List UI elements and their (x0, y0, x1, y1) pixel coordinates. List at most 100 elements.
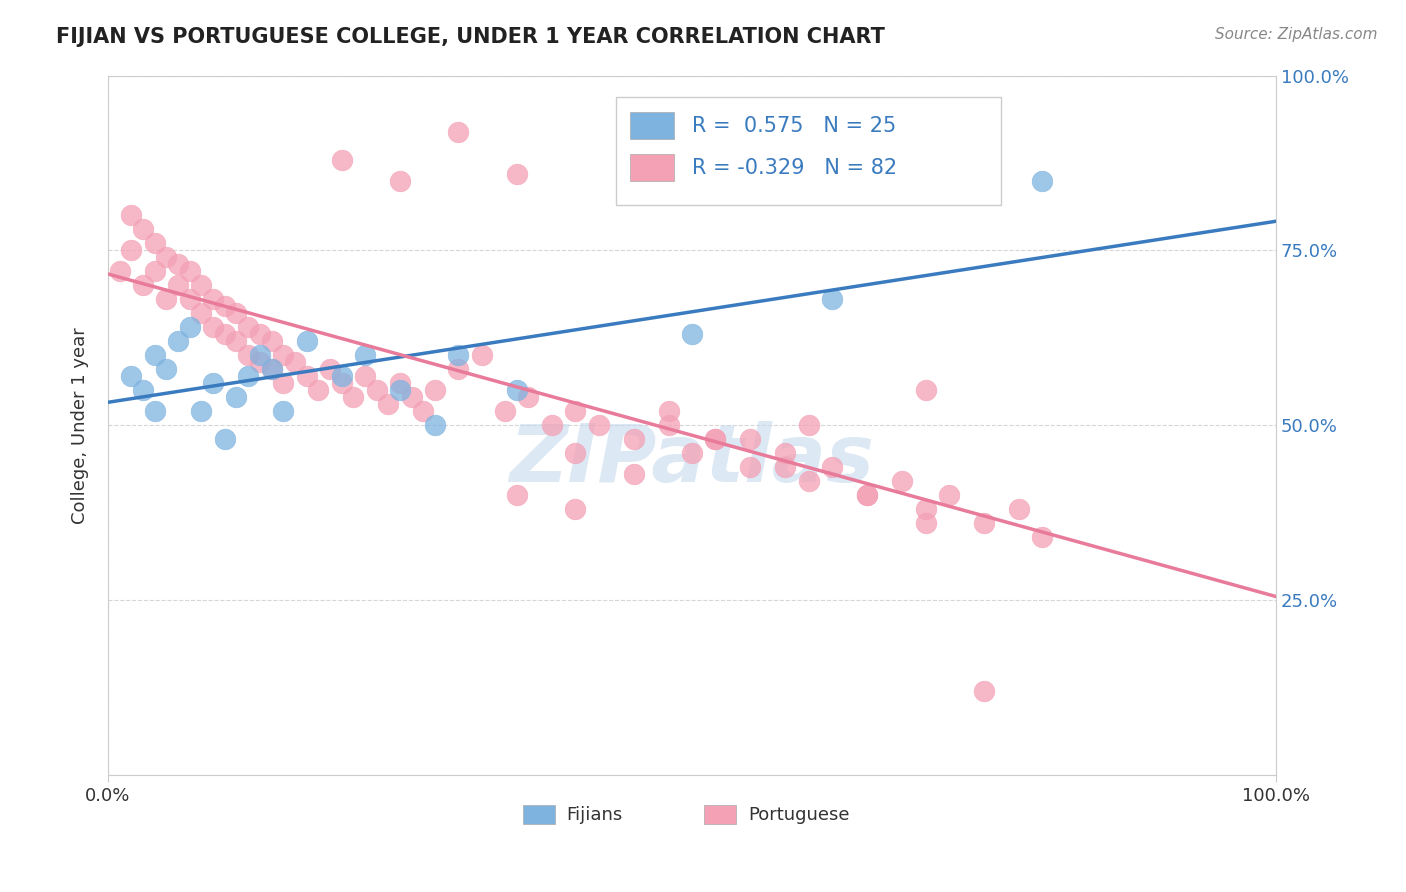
Point (423, 384, 446, 398)
Point (295, 334, 318, 349)
FancyBboxPatch shape (630, 154, 675, 180)
Point (260, 362, 283, 376)
Point (260, 334, 283, 349)
Point (132, 278, 155, 293)
Point (588, 418, 610, 433)
Point (704, 433, 727, 447)
Point (797, 418, 820, 433)
Text: R = -0.329   N = 82: R = -0.329 N = 82 (692, 158, 897, 178)
Point (366, 384, 388, 398)
Point (271, 376, 294, 391)
Point (401, 391, 423, 405)
Point (1008, 502, 1031, 516)
Point (260, 362, 283, 376)
Point (295, 369, 318, 384)
Point (190, 404, 212, 418)
Point (447, 349, 470, 363)
FancyBboxPatch shape (703, 805, 737, 824)
Text: R =  0.575   N = 25: R = 0.575 N = 25 (692, 116, 896, 136)
Point (1031, 173, 1053, 187)
Point (120, 209, 142, 223)
Point (167, 278, 190, 293)
Point (225, 334, 247, 349)
Point (388, 173, 411, 187)
Point (143, 236, 166, 251)
FancyBboxPatch shape (630, 112, 675, 138)
Point (202, 376, 225, 391)
Point (856, 488, 879, 502)
Point (540, 418, 562, 433)
Point (681, 138, 703, 153)
Point (120, 244, 142, 258)
Point (225, 391, 247, 405)
Text: ZIPatlas: ZIPatlas (509, 421, 875, 500)
Point (167, 258, 190, 272)
Point (330, 369, 353, 384)
Point (179, 320, 201, 334)
Point (623, 433, 645, 447)
Point (249, 355, 271, 369)
Point (249, 349, 271, 363)
Point (271, 349, 294, 363)
Point (143, 349, 166, 363)
Point (704, 433, 727, 447)
Point (155, 362, 177, 376)
Point (471, 349, 494, 363)
Point (494, 404, 516, 418)
Point (821, 293, 844, 307)
Point (856, 488, 879, 502)
Text: FIJIAN VS PORTUGUESE COLLEGE, UNDER 1 YEAR CORRELATION CHART: FIJIAN VS PORTUGUESE COLLEGE, UNDER 1 YE… (56, 27, 886, 46)
Point (284, 355, 307, 369)
Point (564, 404, 586, 418)
Point (354, 369, 377, 384)
Point (202, 293, 225, 307)
Point (202, 320, 225, 334)
Point (891, 475, 914, 489)
Point (179, 264, 201, 278)
Point (214, 433, 236, 447)
Point (143, 264, 166, 278)
Point (249, 327, 271, 342)
Point (914, 516, 936, 531)
Point (132, 384, 155, 398)
Point (236, 320, 259, 334)
Point (658, 404, 681, 418)
Point (377, 397, 399, 411)
Point (214, 327, 236, 342)
Point (447, 124, 470, 138)
Point (108, 264, 131, 278)
Point (740, 433, 762, 447)
Point (914, 502, 936, 516)
Point (330, 376, 353, 391)
Point (236, 369, 259, 384)
Point (973, 516, 995, 531)
Text: Portuguese: Portuguese (748, 805, 849, 823)
Point (973, 684, 995, 698)
Point (506, 384, 529, 398)
Point (190, 278, 212, 293)
Point (120, 369, 142, 384)
Point (914, 384, 936, 398)
Point (132, 222, 155, 236)
Point (388, 384, 411, 398)
Point (388, 376, 411, 391)
Point (681, 446, 703, 460)
Y-axis label: College, Under 1 year: College, Under 1 year (72, 327, 89, 524)
Point (236, 349, 259, 363)
Point (412, 404, 434, 418)
Point (775, 446, 797, 460)
Point (167, 334, 190, 349)
Point (307, 384, 329, 398)
Point (681, 327, 703, 342)
Point (354, 349, 377, 363)
Point (740, 460, 762, 475)
Point (938, 488, 960, 502)
Point (225, 306, 247, 320)
Point (775, 460, 797, 475)
Point (658, 418, 681, 433)
Point (623, 467, 645, 482)
FancyBboxPatch shape (523, 805, 555, 824)
Point (330, 153, 353, 167)
Point (797, 475, 820, 489)
Point (821, 460, 844, 475)
